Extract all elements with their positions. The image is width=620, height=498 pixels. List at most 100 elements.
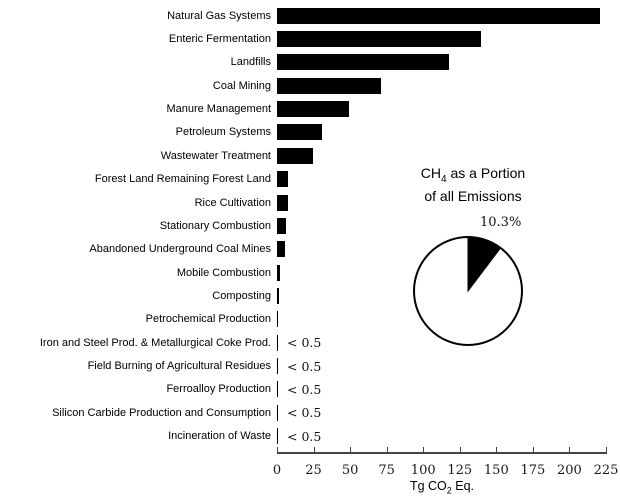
pie-chart — [413, 236, 523, 346]
bar-area — [277, 4, 620, 27]
category-label: Silicon Carbide Production and Consumpti… — [52, 406, 271, 419]
axis-tick-label: 75 — [378, 463, 395, 478]
category-label: Ferroalloy Production — [166, 383, 271, 396]
bar — [277, 171, 288, 188]
bar — [277, 124, 322, 141]
category-label: Abandoned Underground Coal Mines — [89, 243, 271, 256]
category-label: Landfills — [230, 56, 271, 69]
axis-tick-label: 150 — [483, 463, 509, 478]
bar-area: < 0.5 — [277, 354, 620, 377]
axis-tick-label: 125 — [447, 463, 473, 478]
x-axis-label-prefix: Tg CO — [409, 479, 447, 493]
bar-area — [277, 97, 620, 120]
axis-tick-label: 100 — [410, 463, 436, 478]
bar-area: < 0.5 — [277, 424, 620, 447]
axis-tick-label: 175 — [520, 463, 546, 478]
bar — [277, 147, 313, 164]
bar-area — [277, 144, 620, 167]
category-label: Stationary Combustion — [159, 219, 271, 232]
bar-row: Mobile Combustion — [0, 261, 620, 284]
bar-row: Petroleum Systems — [0, 121, 620, 144]
bar-area: < 0.5 — [277, 378, 620, 401]
bar-area — [277, 214, 620, 237]
bar — [277, 381, 278, 398]
pie-title-line2: of all Emissions — [424, 187, 522, 204]
bar-area — [277, 51, 620, 74]
axis-tick — [313, 447, 315, 452]
axis-tick — [350, 447, 352, 452]
bar-row: Coal Mining — [0, 74, 620, 97]
axis-tick-label: 25 — [305, 463, 322, 478]
bar-area — [277, 284, 620, 307]
bar-row: Rice Cultivation — [0, 191, 620, 214]
bar-area — [277, 191, 620, 214]
bar-row: Abandoned Underground Coal Mines — [0, 238, 620, 261]
bar-area: < 0.5 — [277, 331, 620, 354]
category-label: Petroleum Systems — [175, 126, 271, 139]
axis-tick — [496, 447, 498, 452]
category-label: Mobile Combustion — [176, 266, 271, 279]
bar — [277, 334, 278, 351]
axis-tick — [277, 447, 278, 452]
bar-note: < 0.5 — [287, 381, 322, 397]
bar-row: Petrochemical Production — [0, 308, 620, 331]
bar-row: Manure Management — [0, 97, 620, 120]
bar — [277, 7, 600, 24]
category-label: Composting — [212, 289, 271, 302]
bar-row: Natural Gas Systems — [0, 4, 620, 27]
axis-tick-label: 0 — [272, 463, 282, 478]
axis-tick — [459, 447, 461, 452]
bar-row: Forest Land Remaining Forest Land — [0, 168, 620, 191]
axis-tick-label: 50 — [341, 463, 359, 478]
x-axis-label: Tg CO2 Eq. — [372, 479, 512, 496]
pie-title-line1: CH4 as a Portion — [420, 165, 526, 185]
bar — [277, 77, 381, 94]
bar-area — [277, 121, 620, 144]
axis-tick — [386, 447, 388, 452]
category-label: Rice Cultivation — [194, 196, 271, 209]
category-label: Manure Management — [166, 103, 271, 116]
category-label: Field Burning of Agricultural Residues — [87, 360, 271, 373]
bar-row: Iron and Steel Prod. & Metallurgical Cok… — [0, 331, 620, 354]
bar-row: Wastewater Treatment — [0, 144, 620, 167]
category-label: Petrochemical Production — [145, 313, 271, 326]
bar — [277, 217, 286, 234]
bar — [277, 404, 278, 421]
category-label: Iron and Steel Prod. & Metallurgical Cok… — [39, 336, 271, 349]
bar-row: Field Burning of Agricultural Residues < … — [0, 354, 620, 377]
bar — [277, 31, 481, 48]
x-axis-label-subscript: 2 — [446, 485, 452, 496]
bar — [277, 241, 285, 258]
pie-title: CH4 as a Portion of all Emissions — [353, 165, 593, 205]
bar — [277, 54, 449, 71]
bar — [277, 264, 280, 281]
bar — [277, 358, 278, 375]
category-label: Natural Gas Systems — [167, 9, 271, 22]
category-label: Forest Land Remaining Forest Land — [94, 173, 271, 186]
pie-slice-ch4 — [467, 236, 502, 293]
axis-tick — [569, 447, 571, 452]
axis-tick — [532, 447, 534, 452]
bar-note: < 0.5 — [287, 428, 322, 444]
bar — [277, 194, 288, 211]
bar-row: Landfills — [0, 51, 620, 74]
bar — [277, 101, 349, 118]
x-axis-line — [277, 452, 607, 454]
bar-row: Enteric Fermentation — [0, 27, 620, 50]
bar — [277, 287, 279, 304]
bar-area — [277, 308, 620, 331]
axis-tick — [606, 447, 607, 452]
bar — [277, 311, 278, 328]
bar-area: < 0.5 — [277, 401, 620, 424]
pie-percent-label: 10.3% — [480, 215, 522, 230]
bar-note: < 0.5 — [287, 358, 322, 374]
axis-tick — [423, 447, 425, 452]
category-label: Incineration of Waste — [168, 430, 271, 443]
bar-note: < 0.5 — [287, 335, 322, 351]
bar-area — [277, 238, 620, 261]
bar-area — [277, 168, 620, 191]
x-axis-label-suffix: Eq. — [451, 479, 475, 493]
category-label: Wastewater Treatment — [160, 149, 271, 162]
bar-row: Silicon Carbide Production and Consumpti… — [0, 401, 620, 424]
